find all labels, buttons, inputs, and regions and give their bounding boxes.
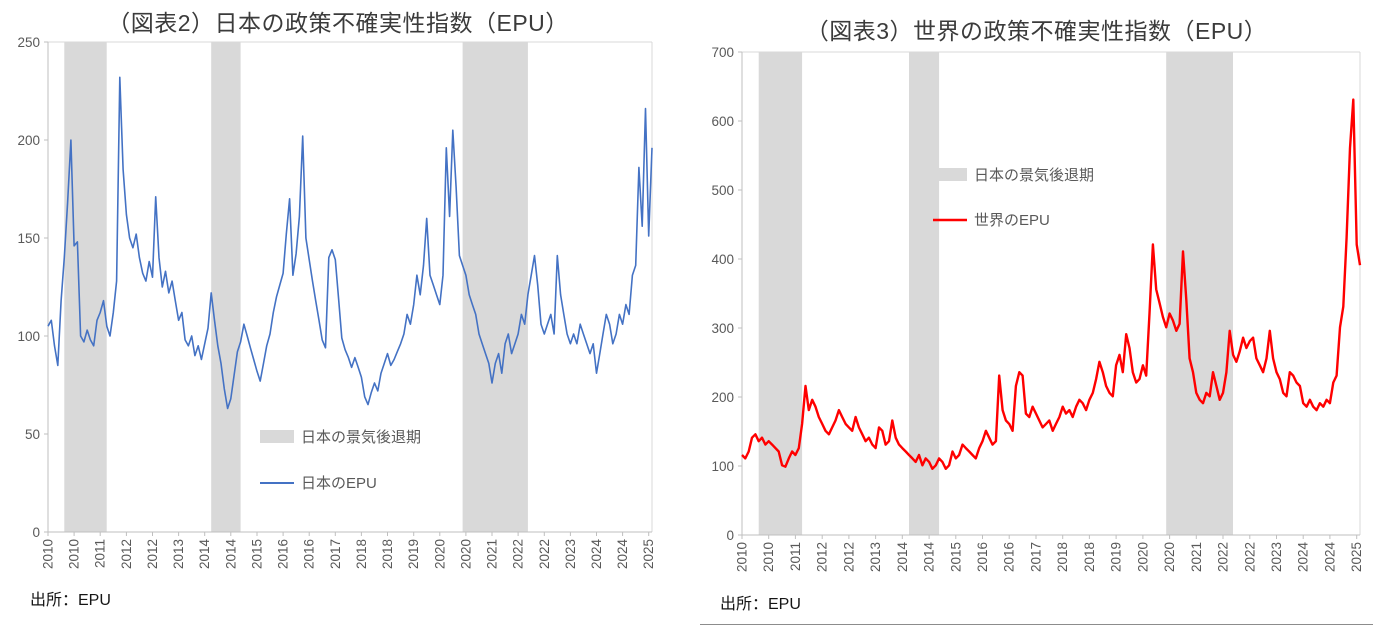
chart-title-world: （図表3）世界の政策不確実性指数（EPU） (805, 18, 1268, 44)
y-axis-tick-label: 150 (17, 231, 40, 246)
x-axis-tick-label: 2024 (589, 539, 604, 570)
x-axis-tick-label: 2018 (380, 539, 395, 569)
legend-label: 日本の景気後退期 (301, 429, 421, 446)
y-axis-tick-label: 200 (711, 390, 734, 405)
legend-band-swatch (260, 430, 294, 443)
bottom-divider (700, 624, 1373, 625)
x-axis-tick-label: 2012 (145, 539, 160, 569)
x-axis-tick-label: 2020 (1162, 542, 1177, 572)
legend-label: 日本の景気後退期 (974, 167, 1094, 184)
recession-band (64, 42, 107, 532)
x-axis-tick-label: 2015 (250, 539, 265, 569)
source-note-japan: 出所：EPU (30, 592, 111, 609)
world-epu-chart: （図表3）世界の政策不確実性指数（EPU） 0 100 200 300 400 500 60… (700, 0, 1373, 631)
world-epu-line (741, 98, 1362, 470)
x-axis-tick-label: 2019 (406, 539, 421, 569)
x-axis-tick-label: 2010 (761, 542, 776, 572)
x-axis-tick-label: 2022 (1242, 542, 1257, 572)
x-axis-tick-label: 2024 (1296, 542, 1311, 573)
x-axis-tick-label: 2014 (223, 539, 238, 570)
x-axis-tick-label: 2010 (41, 539, 56, 569)
x-axis-tick-label: 2025 (1349, 542, 1364, 572)
chart-title-japan: （図表2）日本の政策不確実性指数（EPU） (107, 10, 569, 36)
recession-band (462, 42, 528, 532)
japan-epu-chart: （図表2）日本の政策不確実性指数（EPU） 0 50 100 150 200 250 201… (8, 0, 668, 631)
y-axis-tick-label: 600 (711, 114, 734, 129)
x-axis-tick-label: 2018 (1055, 542, 1070, 572)
x-axis-tick-label: 2020 (432, 539, 447, 569)
x-axis-tick-label: 2020 (1135, 542, 1150, 572)
x-axis-tick-label: 2017 (328, 539, 343, 569)
x-axis-tick-label: 2011 (93, 539, 108, 568)
x-axis-tick-label: 2014 (895, 542, 910, 573)
x-axis-tick-label: 2014 (922, 542, 937, 573)
x-axis-tick-label: 2016 (276, 539, 291, 569)
y-axis-tick-label: 250 (17, 36, 40, 50)
recession-band (909, 52, 940, 535)
x-axis-tick-label: 2013 (868, 542, 883, 572)
y-axis-tick-label: 200 (17, 133, 40, 148)
world-epu-plot: 0 100 200 300 400 500 600 700 2010 2010 2011 2012 20… (711, 45, 1364, 573)
japan-epu-plot: 0 50 100 150 200 250 2010 2010 2011 2012 2012 2013 2… (17, 36, 656, 570)
x-axis-tick-label: 2021 (1189, 542, 1204, 572)
x-axis-tick-label: 2021 (485, 539, 500, 569)
x-axis-tick-label: 2012 (119, 539, 134, 569)
y-axis-tick-label: 500 (711, 183, 734, 198)
y-axis-tick-label: 400 (711, 252, 734, 267)
y-axis-tick-label: 300 (711, 321, 734, 336)
recession-band (211, 42, 241, 532)
x-axis-tick-label: 2023 (1269, 542, 1284, 572)
x-axis-tick-label: 2022 (511, 539, 526, 569)
x-axis-tick-label: 2022 (537, 539, 552, 569)
recession-band (1166, 52, 1233, 535)
x-axis-tick-label: 2016 (302, 539, 317, 569)
x-axis-tick-label: 2015 (948, 542, 963, 572)
x-axis-tick-label: 2012 (841, 542, 856, 572)
x-axis-tick-label: 2013 (171, 539, 186, 569)
legend-band-swatch (933, 168, 967, 181)
y-axis-tick-label: 700 (711, 45, 734, 60)
y-axis-tick-label: 50 (25, 427, 40, 442)
x-axis-tick-label: 2019 (1109, 542, 1124, 572)
x-axis-tick-label: 2022 (1216, 542, 1231, 572)
x-axis-tick-label: 2010 (67, 539, 82, 569)
x-axis-tick-label: 2016 (975, 542, 990, 572)
y-axis-tick-label: 0 (726, 528, 734, 543)
x-axis-tick-label: 2023 (563, 539, 578, 569)
x-axis-tick-label: 2024 (1322, 542, 1337, 573)
x-axis-tick-label: 2016 (1002, 542, 1017, 572)
x-axis-tick-label: 2025 (641, 539, 656, 569)
japan-epu-line (47, 76, 653, 410)
x-axis-tick-label: 2011 (788, 542, 803, 571)
x-axis-tick-label: 2018 (1082, 542, 1097, 572)
y-axis-tick-label: 100 (711, 459, 734, 474)
x-axis-tick-label: 2014 (197, 539, 212, 570)
x-axis-tick-label: 2012 (815, 542, 830, 572)
x-axis-tick-label: 2024 (615, 539, 630, 570)
x-axis-tick-label: 2020 (458, 539, 473, 569)
x-axis-tick-label: 2017 (1029, 542, 1044, 572)
y-axis-tick-label: 100 (17, 329, 40, 344)
legend-label: 日本のEPU (301, 475, 377, 492)
x-axis-tick-label: 2018 (354, 539, 369, 569)
y-axis-tick-label: 0 (32, 525, 40, 540)
source-note-world: 出所：EPU (720, 596, 801, 613)
x-axis-tick-label: 2010 (735, 542, 750, 572)
legend-label: 世界のEPU (974, 212, 1050, 229)
